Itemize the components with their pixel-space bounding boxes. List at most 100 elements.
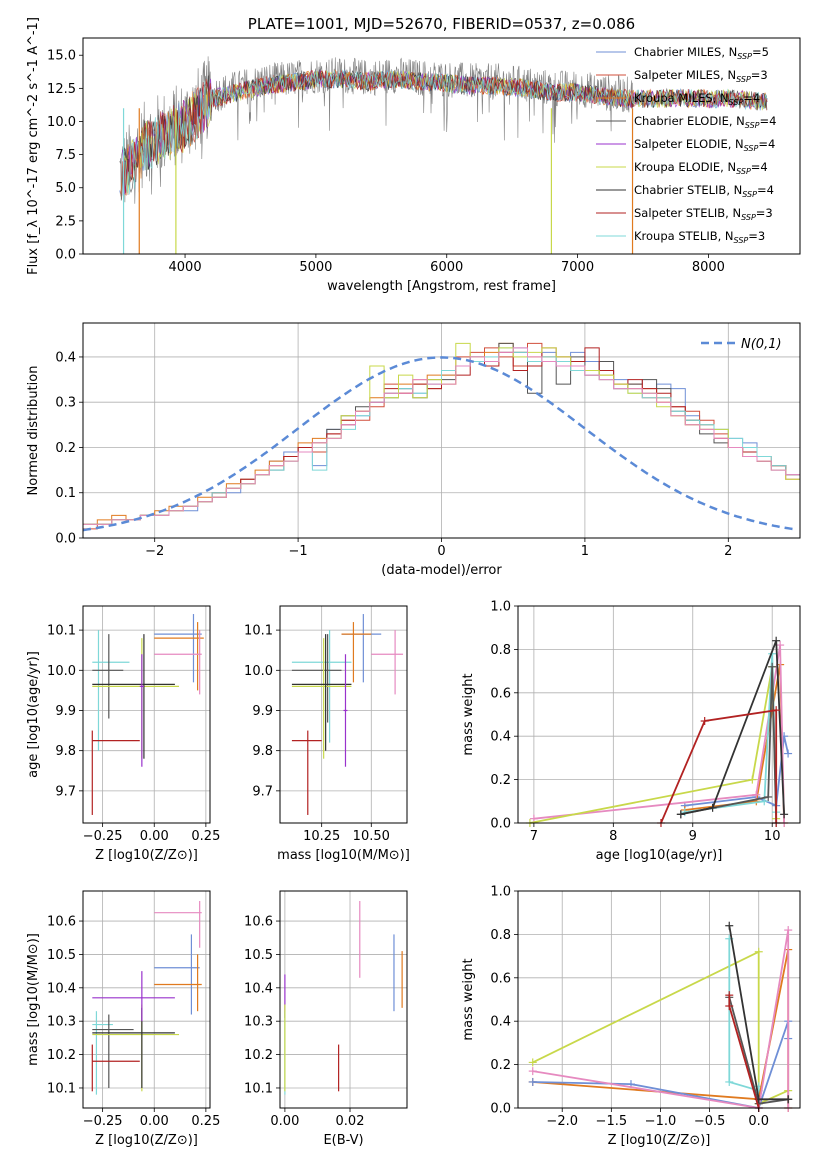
error-cross xyxy=(154,954,202,1012)
y-tick-label: 10.1 xyxy=(244,624,273,639)
y-tick-label: 10.4 xyxy=(47,981,76,996)
y-tick-label: 0.0 xyxy=(55,248,76,263)
error-cross xyxy=(92,634,175,759)
error-cross xyxy=(291,634,342,723)
error-cross xyxy=(154,630,202,695)
crosses-mass-vs-EBV xyxy=(284,901,403,1095)
legend-entry-label: N(0,1) xyxy=(741,337,782,352)
y-axis-label: mass weight xyxy=(461,958,476,1040)
y-tick-label: 9.9 xyxy=(55,704,76,719)
spectrum-model-line xyxy=(122,70,768,194)
x-tick-label: 0 xyxy=(437,544,445,559)
x-axis-label: wavelength [Angstrom, rest frame] xyxy=(327,279,556,294)
error-cross xyxy=(154,622,204,691)
chart-title: PLATE=1001, MJD=52670, FIBERID=0537, z=0… xyxy=(248,15,635,33)
legend-entry-label: Chabrier MILES, NSSP=5 xyxy=(634,45,769,61)
axes-frame xyxy=(517,605,801,824)
crosses-age-vs-mass xyxy=(291,614,404,815)
y-axis-label: Normed distribution xyxy=(26,366,41,496)
y-tick-label: 0.2 xyxy=(490,1058,511,1073)
y-tick-label: 10.1 xyxy=(47,1081,76,1096)
y-tick-label: 10.3 xyxy=(47,1015,76,1030)
y-tick-label: 0.4 xyxy=(490,730,511,745)
y-tick-label: 10.5 xyxy=(244,948,273,963)
y-tick-label: 9.8 xyxy=(252,744,273,759)
error-cross xyxy=(154,614,202,683)
residuals-legend: N(0,1) xyxy=(701,337,782,352)
y-tick-label: 15.0 xyxy=(47,49,76,64)
axes-frame xyxy=(82,605,211,824)
x-axis-label: Z [log10(Z/Z⊙)] xyxy=(608,1133,711,1148)
x-tick-label: 10.50 xyxy=(353,829,390,844)
crosses-mass-vs-Z xyxy=(91,901,202,1095)
error-cross xyxy=(341,622,372,683)
lines-massweight-vs-age xyxy=(525,636,793,827)
y-tick-label: 9.9 xyxy=(252,704,273,719)
y-tick-label: 10.6 xyxy=(47,915,76,930)
y-axis-label: mass [log10(M/M⊙)] xyxy=(26,933,41,1066)
y-tick-label: 0.4 xyxy=(490,1015,511,1030)
y-tick-label: 10.2 xyxy=(244,1048,273,1063)
x-tick-label: 1 xyxy=(581,544,589,559)
y-tick-label: 0.0 xyxy=(55,532,76,547)
frame-residuals: −2 −1 0 1 2 0.0 0.1 0.2 0.3 0.4 (data-model)/error… xyxy=(26,322,801,578)
frame-mass-vs-Z: −0.25 0.00 0.25 10.1 10.2 10.3 10.4 10.5 10.6 Z [… xyxy=(26,890,220,1148)
y-tick-label: 10.4 xyxy=(244,981,273,996)
x-tick-label: 7000 xyxy=(561,260,594,275)
error-cross xyxy=(92,1011,113,1095)
x-axis-label: Z [log10(Z/Z⊙)] xyxy=(95,1133,198,1148)
axes-mass-vs-Z xyxy=(83,891,210,1108)
error-cross xyxy=(91,1044,140,1092)
y-tick-label: 1.0 xyxy=(490,600,511,615)
x-tick-label: 0.0 xyxy=(748,1114,769,1129)
error-cross xyxy=(291,634,352,751)
y-tick-label: 10.2 xyxy=(47,1048,76,1063)
spectrum-legend: Chabrier MILES, NSSP=5 Salpeter MILES, NS… xyxy=(596,45,776,245)
legend-entry-label: Salpeter MILES, NSSP=3 xyxy=(634,68,768,84)
error-cross xyxy=(92,971,175,1022)
axes-frame xyxy=(517,890,801,1109)
axes-frame xyxy=(279,605,408,824)
y-tick-label: 10.1 xyxy=(244,1081,273,1096)
x-axis-label: E(B-V) xyxy=(323,1133,363,1148)
x-tick-label: −0.25 xyxy=(83,1114,123,1129)
error-cross xyxy=(92,630,130,751)
y-tick-label: 2.5 xyxy=(55,214,76,229)
x-tick-label: 10 xyxy=(764,829,781,844)
x-tick-label: −1 xyxy=(289,544,308,559)
axes-age-vs-Z xyxy=(83,606,210,823)
y-tick-label: 0.3 xyxy=(55,396,76,411)
frame-age-vs-mass: 10.25 10.50 9.7 9.8 9.9 10.0 10.1 mass [log10(M… xyxy=(244,605,410,863)
x-tick-label: 2 xyxy=(724,544,732,559)
mass-weight-line xyxy=(660,709,778,824)
mass-weight-line xyxy=(680,640,785,816)
normal-curve xyxy=(83,356,798,532)
y-tick-label: 0.1 xyxy=(55,486,76,501)
histogram-step xyxy=(83,347,800,525)
legend-entry-label: Chabrier STELIB, NSSP=4 xyxy=(634,183,774,199)
y-tick-label: 10.0 xyxy=(244,664,273,679)
y-tick-label: 0.8 xyxy=(490,928,511,943)
x-tick-label: −2.0 xyxy=(546,1114,578,1129)
x-tick-label: −0.25 xyxy=(83,829,123,844)
legend-entry-label: Kroupa ELODIE, NSSP=4 xyxy=(634,160,768,176)
y-tick-label: 10.6 xyxy=(244,915,273,930)
error-cross xyxy=(139,654,144,767)
error-cross xyxy=(154,901,202,948)
y-tick-label: 0.0 xyxy=(490,1102,511,1117)
frame-massweight-vs-Z: −2.0 −1.5 −1.0 −0.5 0.0 0.0 0.2 0.4 0.6 0.8 1.0 Z [… xyxy=(461,885,801,1148)
x-tick-label: 4000 xyxy=(169,260,202,275)
y-tick-label: 1.0 xyxy=(490,885,511,900)
axes-frame xyxy=(82,890,211,1109)
y-tick-label: 0.2 xyxy=(490,773,511,788)
y-tick-label: 0.6 xyxy=(490,686,511,701)
error-cross xyxy=(92,1014,134,1088)
y-tick-label: 0.2 xyxy=(55,441,76,456)
error-cross xyxy=(154,934,200,1015)
x-axis-label: (data-model)/error xyxy=(381,563,502,578)
y-tick-label: 12.5 xyxy=(47,82,76,97)
x-tick-label: 5000 xyxy=(299,260,332,275)
x-tick-label: 8 xyxy=(609,829,617,844)
